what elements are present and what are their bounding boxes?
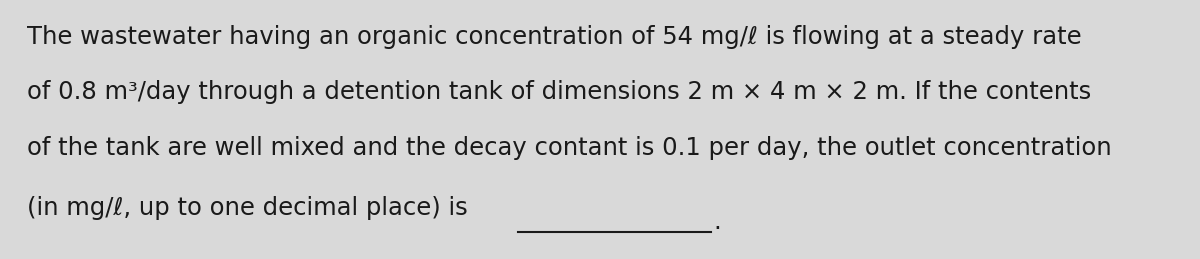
Text: The wastewater having an organic concentration of 54 mg/ℓ is flowing at a steady: The wastewater having an organic concent… [26,25,1081,49]
Text: (in mg/ℓ, up to one decimal place) is: (in mg/ℓ, up to one decimal place) is [26,196,467,220]
Text: of the tank are well mixed and the decay contant is 0.1 per day, the outlet conc: of the tank are well mixed and the decay… [26,135,1111,160]
Text: of 0.8 m³/day through a detention tank of dimensions 2 m × 4 m × 2 m. If the con: of 0.8 m³/day through a detention tank o… [26,81,1091,104]
Text: .: . [714,210,721,234]
